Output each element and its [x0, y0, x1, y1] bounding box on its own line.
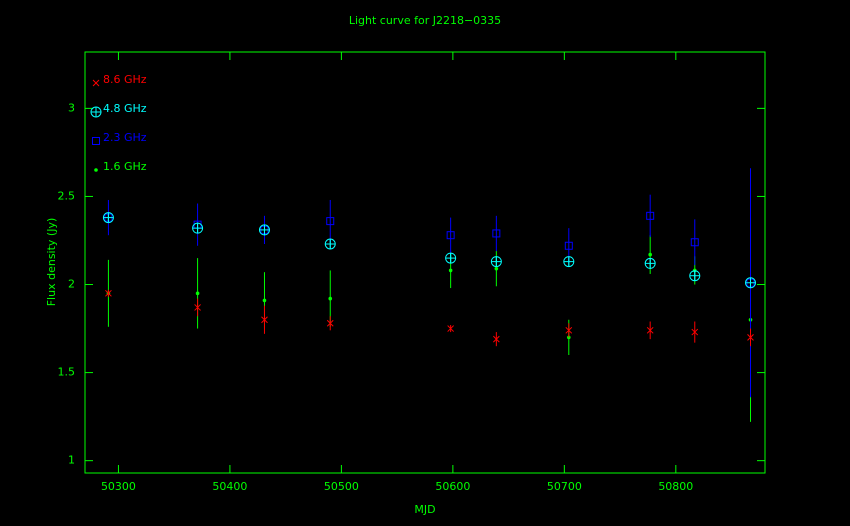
marker-part [494, 266, 499, 271]
marker [494, 266, 499, 271]
marker [492, 229, 501, 238]
marker-part [448, 268, 453, 273]
plot-frame [84, 51, 766, 474]
marker [747, 334, 754, 341]
y-tick-label: 2.5 [58, 189, 76, 202]
marker [646, 326, 654, 334]
marker [92, 137, 100, 145]
marker-part [447, 325, 454, 332]
marker [690, 238, 699, 247]
marker [92, 79, 100, 87]
marker-part [194, 304, 201, 311]
marker [689, 270, 701, 282]
marker [648, 252, 652, 257]
marker-part [648, 252, 652, 257]
legend-label: 4.8 GHz [103, 102, 147, 115]
legend-label: 2.3 GHz [103, 131, 147, 144]
chart-title: Light curve for J2218−0335 [349, 14, 501, 27]
marker [324, 238, 336, 250]
y-tick-label: 2 [68, 278, 75, 291]
marker-part [92, 79, 100, 87]
marker-part [564, 241, 573, 250]
marker-part [105, 289, 112, 297]
marker [102, 212, 114, 224]
marker [192, 222, 204, 234]
marker-part [326, 319, 334, 327]
marker [328, 296, 333, 301]
marker [326, 319, 334, 327]
marker [258, 224, 270, 236]
marker-part [747, 334, 754, 341]
marker [446, 231, 455, 240]
marker [490, 256, 502, 268]
marker [326, 217, 335, 226]
x-tick-label: 50600 [435, 480, 470, 493]
x-tick-label: 50400 [212, 480, 247, 493]
marker-part [94, 168, 98, 172]
marker-part [261, 316, 268, 324]
x-tick-label: 50700 [547, 480, 582, 493]
marker-part [195, 291, 200, 296]
y-tick-label: 1.5 [58, 366, 76, 379]
marker [563, 256, 575, 268]
x-tick-label: 50300 [101, 480, 136, 493]
y-tick-label: 1 [68, 454, 75, 467]
marker-part [328, 296, 333, 301]
marker [447, 325, 454, 332]
marker-part [326, 217, 335, 226]
marker-part [691, 328, 699, 336]
x-axis-label: MJD [414, 503, 435, 516]
marker-part [646, 326, 654, 334]
marker-part [492, 335, 500, 343]
marker [564, 241, 573, 250]
marker-part [565, 326, 573, 334]
marker [745, 277, 757, 289]
marker [448, 268, 453, 273]
marker-part [92, 137, 100, 145]
marker-part [646, 211, 655, 220]
marker [646, 211, 655, 220]
marker [445, 252, 457, 264]
marker [262, 298, 267, 303]
x-tick-label: 50500 [324, 480, 359, 493]
marker [105, 289, 112, 297]
marker-part [446, 231, 455, 240]
legend-label: 8.6 GHz [103, 73, 147, 86]
marker [94, 168, 98, 172]
marker [194, 304, 201, 311]
marker-part [492, 229, 501, 238]
marker [195, 291, 200, 296]
x-tick-label: 50800 [658, 480, 693, 493]
marker [261, 316, 268, 324]
legend-label: 1.6 GHz [103, 160, 147, 173]
marker [90, 106, 102, 118]
marker [644, 257, 656, 269]
marker [492, 335, 500, 343]
marker-part [262, 298, 267, 303]
y-axis-label: Flux density (Jy) [45, 218, 58, 307]
marker [691, 328, 699, 336]
marker [565, 326, 573, 334]
marker-part [690, 238, 699, 247]
y-tick-label: 3 [68, 101, 75, 114]
